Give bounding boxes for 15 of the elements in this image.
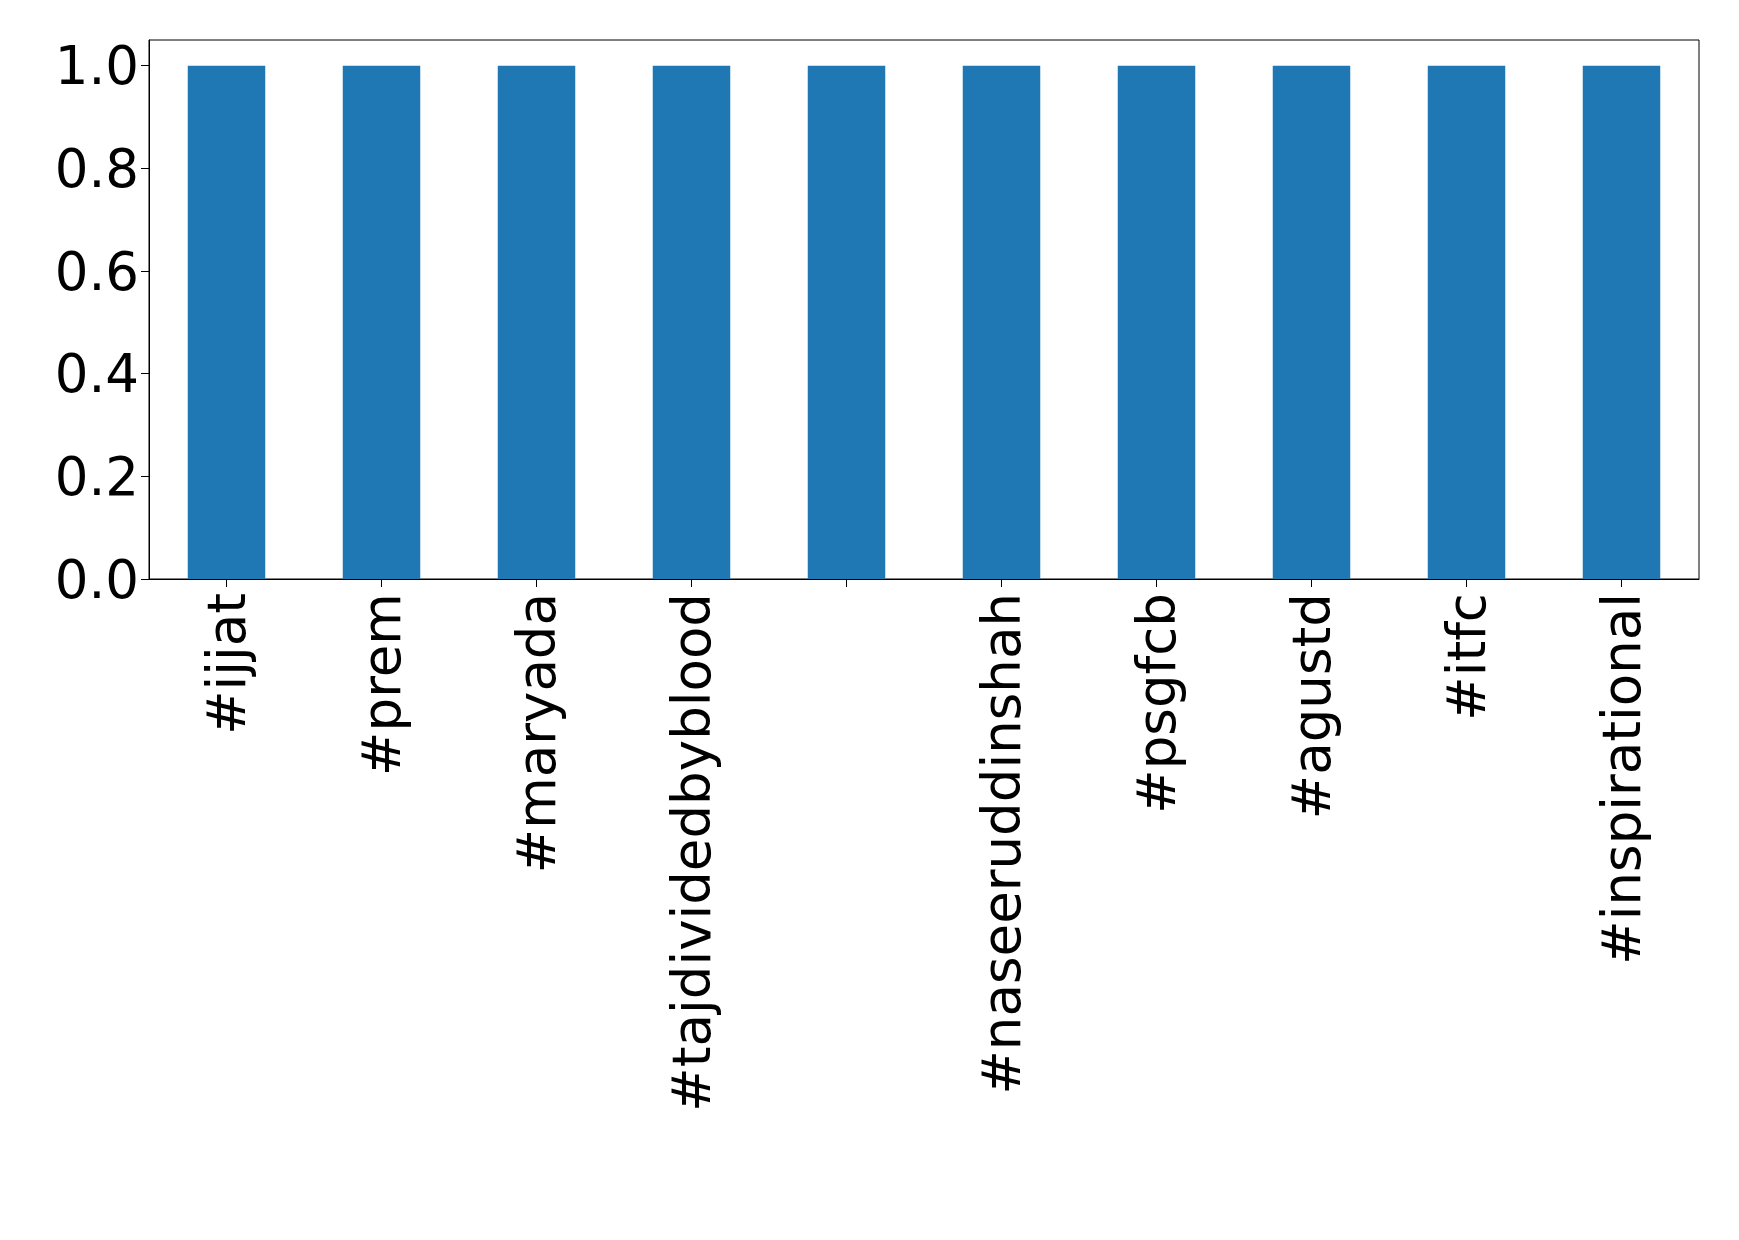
x-tick-label: #agustd <box>1281 593 1342 820</box>
x-tick-label: #prem <box>351 593 412 776</box>
y-tick-label: 0.2 <box>54 445 139 507</box>
x-tick-label: #itfc <box>1436 593 1497 721</box>
y-tick-label: 0.6 <box>54 240 139 302</box>
x-tick-label: #tajdividedbyblood <box>661 593 722 1112</box>
x-tick-label: #inspirational <box>1591 593 1652 965</box>
y-tick-label: 0.8 <box>54 137 139 199</box>
y-tick-label: 0.0 <box>54 548 139 610</box>
x-tick-label: #psgfcb <box>1126 593 1187 814</box>
y-tick-label: 0.4 <box>54 343 139 405</box>
x-tick-label: #naseeruddinshah <box>971 593 1032 1095</box>
y-tick-label: 1.0 <box>54 35 139 97</box>
x-tick-label: #maryada <box>506 593 567 874</box>
x-tick-label: #ijjat <box>196 593 257 735</box>
